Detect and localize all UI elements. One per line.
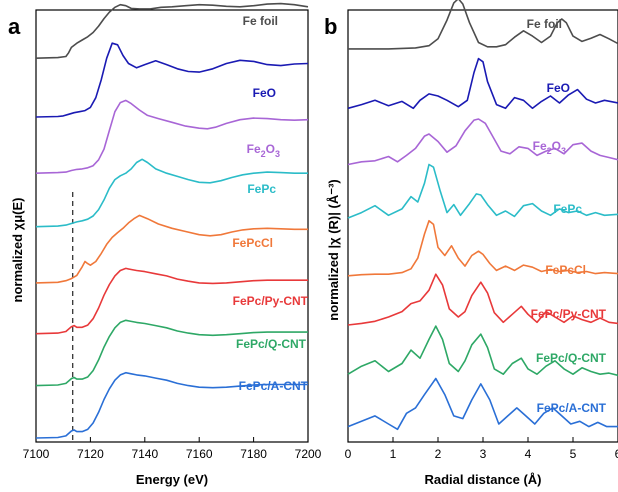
x-tick-label: 1 — [390, 447, 397, 461]
x-tick-label: 7120 — [77, 447, 104, 461]
series-line-fe-foil — [348, 0, 618, 50]
x-tick-label: 5 — [570, 447, 577, 461]
series-line-fepc-a-cnt — [347, 377, 618, 431]
series-label-fe2o3: Fe2O3 — [247, 142, 280, 159]
x-tick-label: 7200 — [295, 447, 322, 461]
series-line-fe2o3 — [347, 118, 618, 166]
x-tick-label: 0 — [345, 447, 352, 461]
x-tick-label: 7140 — [131, 447, 158, 461]
series-line-fepccl — [347, 219, 618, 277]
panel-a-x-axis-title: Energy (eV) — [136, 472, 208, 487]
x-tick-label: 7160 — [186, 447, 213, 461]
series-label-fe-foil: Fe foil — [527, 17, 562, 31]
series-line-fe-foil — [35, 2, 309, 59]
x-tick-label: 7180 — [240, 447, 267, 461]
series-label-fe2o3: Fe2O3 — [533, 139, 566, 156]
series-label-fepc-py-cnt: FePc/Py-CNT — [531, 307, 607, 321]
series-label-fepc-q-cnt: FePc/Q-CNT — [236, 337, 307, 351]
panel-b-series — [347, 0, 618, 431]
panel-a-series — [35, 2, 309, 439]
panel-a-y-axis-title: normalized χμ(E) — [10, 197, 25, 302]
series-label-fepc-py-cnt: FePc/Py-CNT — [233, 294, 309, 308]
series-line-fepc-py-cnt — [347, 273, 618, 326]
x-tick-label: 7100 — [23, 447, 50, 461]
series-line-fepc-q-cnt — [35, 319, 308, 387]
x-tick-label: 6 — [615, 447, 618, 461]
series-label-fepc-a-cnt: FePc/A-CNT — [537, 401, 607, 415]
panel-b-plot-frame — [347, 9, 618, 443]
panel-b-x-ticks: 0 1 2 3 4 5 6 — [345, 437, 618, 461]
series-line-fepc-q-cnt — [347, 325, 618, 377]
panel-b-x-axis-title: Radial distance (Å) — [424, 472, 541, 487]
series-line-fepc — [347, 163, 618, 219]
x-tick-label: 2 — [435, 447, 442, 461]
series-label-fepc-q-cnt: FePc/Q-CNT — [536, 351, 607, 365]
series-label-feo: FeO — [547, 81, 570, 95]
series-label-fe-foil: Fe foil — [243, 14, 278, 28]
series-label-feo: FeO — [253, 86, 276, 100]
series-label-fepc-a-cnt: FePc/A-CNT — [239, 379, 309, 393]
series-line-fepccl — [35, 214, 308, 284]
series-label-fepc: FePc — [247, 182, 276, 196]
series-line-fepc-a-cnt — [35, 371, 308, 439]
series-line-feo — [35, 42, 309, 118]
panel-a: a normalized χμ(E) Energy (eV) 7100 7120 7… — [8, 2, 322, 487]
panel-b: b normalized |χ (R)| (Å⁻³) Radial distan… — [324, 0, 618, 487]
series-label-fepccl: FePcCl — [545, 263, 586, 277]
series-line-feo — [347, 57, 618, 110]
series-line-fepc-py-cnt — [35, 267, 308, 335]
series-label-fepc: FePc — [553, 202, 582, 216]
series-label-fepccl: FePcCl — [232, 236, 273, 250]
panel-b-series-labels: Fe foil FeO Fe2O3 FePc FePcCl FePc/Py-CNT FePc… — [527, 17, 607, 415]
panel-a-plot-frame — [35, 9, 309, 443]
x-tick-label: 3 — [480, 447, 487, 461]
series-line-fepc — [35, 158, 308, 228]
x-tick-label: 4 — [525, 447, 532, 461]
series-line-fe2o3 — [35, 99, 309, 174]
panel-b-letter: b — [324, 14, 337, 39]
panel-b-y-axis-title: normalized |χ (R)| (Å⁻³) — [326, 179, 341, 321]
panel-a-x-ticks: 7100 7120 7140 7160 7180 7200 — [23, 437, 322, 461]
panel-a-letter: a — [8, 14, 21, 39]
panel-a-series-labels: Fe foil FeO Fe2O3 FePc FePcCl FePc/Py-CNT FePc… — [232, 14, 308, 393]
